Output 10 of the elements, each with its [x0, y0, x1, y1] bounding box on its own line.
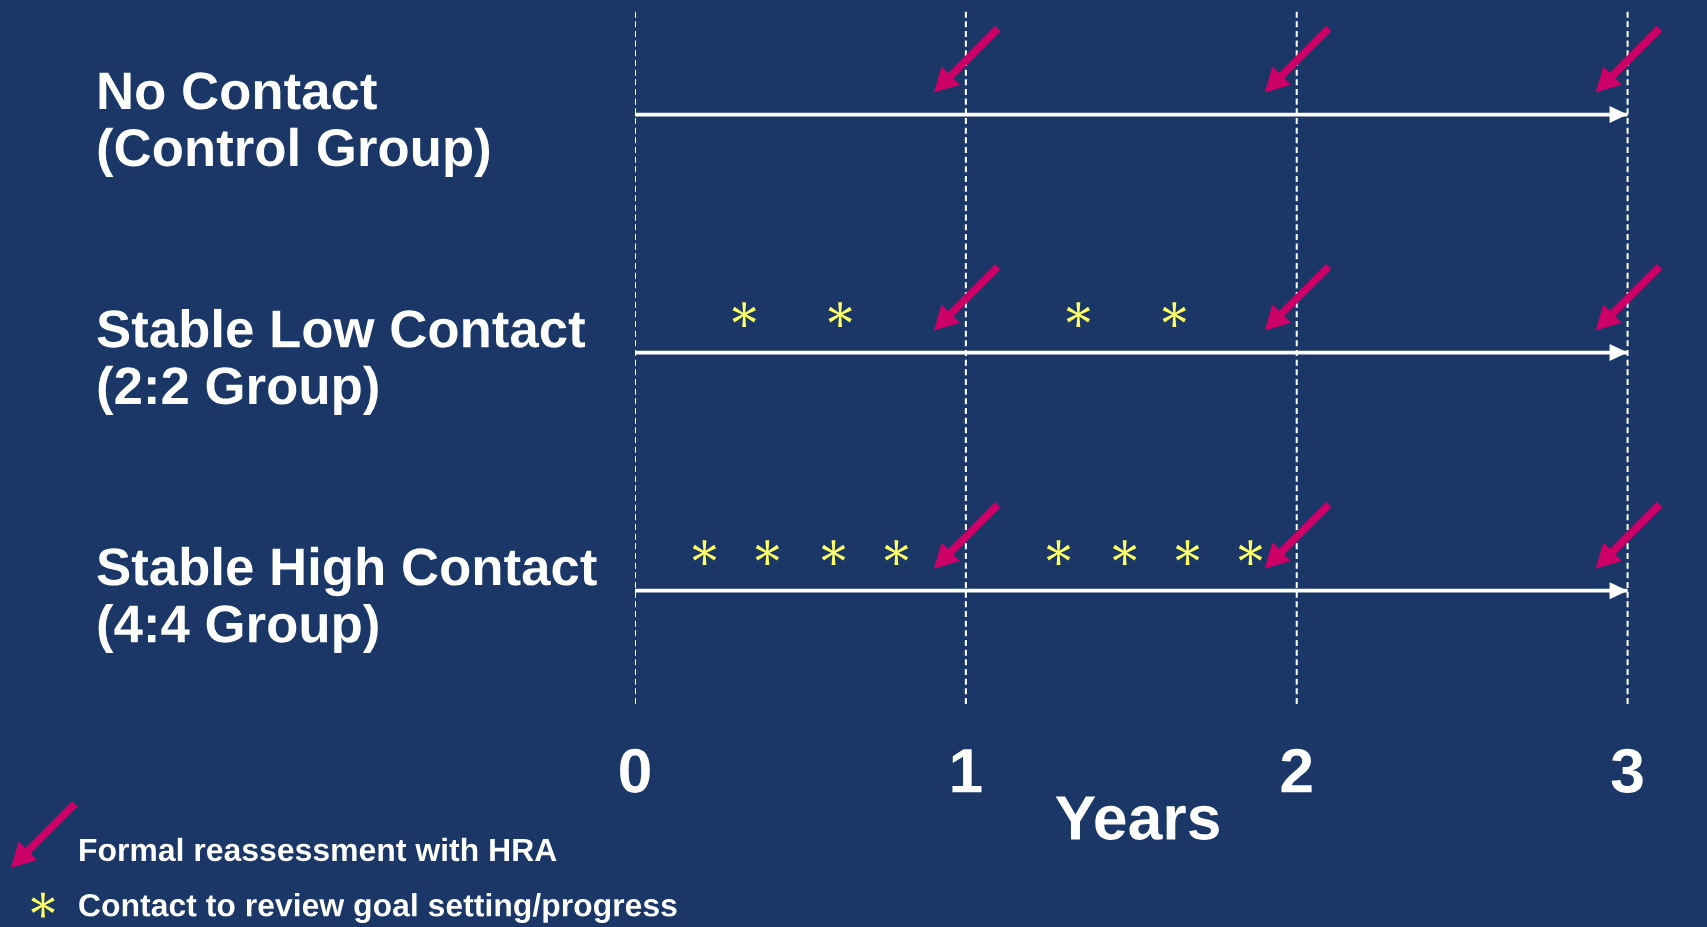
y-tick-label: Stable High Contact (4:4 Group) [97, 546, 597, 654]
x-axis-title: Years [1055, 796, 1219, 840]
x-tick-label: 2 [1281, 748, 1312, 793]
y-tick-label: Stable Low Contact (2:2 Group) [97, 308, 586, 415]
legend-label: Contact to review goal setting/progress [79, 893, 677, 923]
y-tick-label: No Contact (Control Group) [98, 72, 490, 177]
legend-label: Formal reassessment with HRA [80, 837, 557, 862]
x-tick-label: 1 [952, 749, 982, 793]
x-tick-label: 3 [1611, 748, 1643, 794]
x-tick-label: 0 [620, 748, 650, 793]
